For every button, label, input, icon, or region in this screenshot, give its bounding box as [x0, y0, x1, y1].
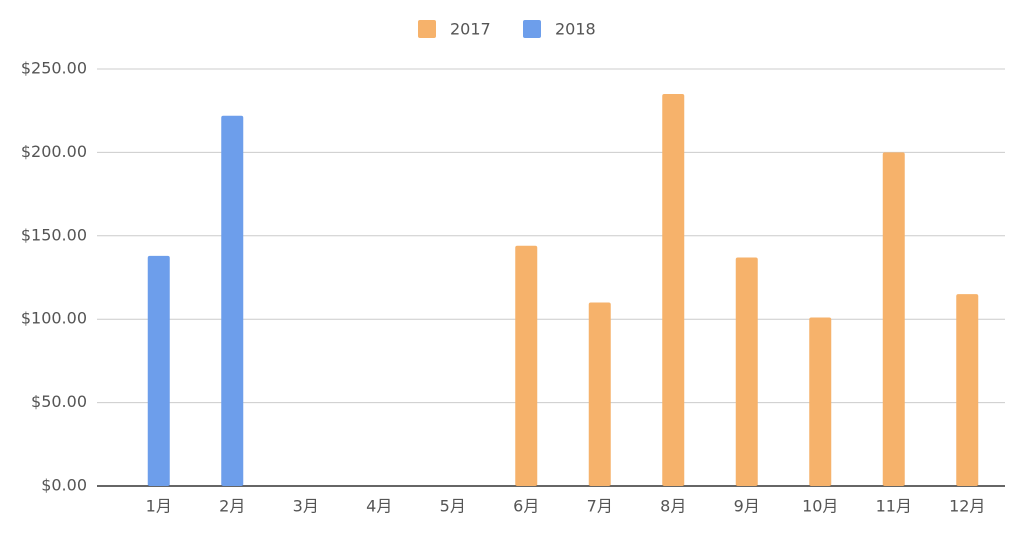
bar: [147, 255, 170, 486]
y-tick-label: $100.00: [21, 309, 87, 328]
bar: [882, 152, 905, 486]
legend-swatch: [418, 20, 436, 38]
y-tick-label: $200.00: [21, 142, 87, 161]
legend-label: 2018: [555, 20, 596, 39]
y-tick-label: $0.00: [41, 476, 87, 495]
x-tick-label: 3月: [293, 497, 319, 516]
x-tick-label: 12月: [949, 497, 985, 516]
bar: [221, 115, 244, 486]
y-tick-label: $250.00: [21, 59, 87, 78]
x-tick-label: 11月: [876, 497, 912, 516]
x-tick-label: 9月: [734, 497, 760, 516]
x-tick-label: 7月: [587, 497, 613, 516]
x-tick-label: 10月: [802, 497, 838, 516]
x-tick-label: 6月: [513, 497, 539, 516]
y-tick-label: $150.00: [21, 225, 87, 244]
x-tick-label: 5月: [440, 497, 466, 516]
legend-label: 2017: [450, 20, 491, 39]
x-tick-label: 8月: [660, 497, 686, 516]
bar: [956, 294, 979, 486]
x-tick-label: 4月: [366, 497, 392, 516]
bar: [809, 317, 832, 486]
legend-swatch: [523, 20, 541, 38]
bar: [588, 302, 611, 486]
bar: [735, 257, 758, 486]
bar: [662, 94, 685, 487]
x-tick-label: 2月: [219, 497, 245, 516]
x-tick-label: 1月: [146, 497, 172, 516]
bar: [515, 245, 538, 486]
y-tick-label: $50.00: [31, 392, 87, 411]
